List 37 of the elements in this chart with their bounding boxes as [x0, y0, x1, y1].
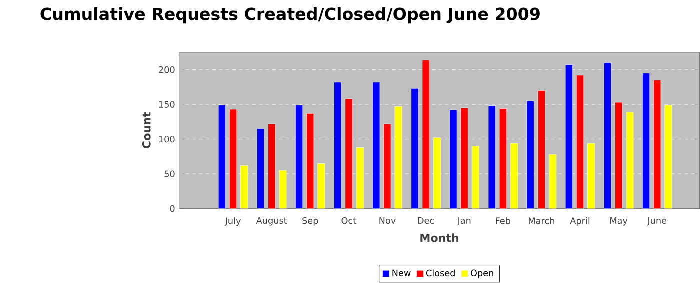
x-tick-label: June — [647, 218, 667, 226]
legend-label: New — [392, 270, 411, 277]
bar — [626, 112, 634, 209]
y-axis-title: Count — [142, 112, 151, 149]
bar — [460, 108, 468, 209]
y-tick-label: 150 — [159, 101, 175, 108]
x-tick-label: Jan — [457, 218, 471, 226]
x-tick-label: August — [256, 218, 288, 226]
bar — [394, 106, 402, 209]
y-tick-label: 50 — [164, 170, 175, 178]
bar — [422, 60, 430, 209]
x-tick-label: Dec — [418, 218, 434, 224]
x-tick-label: July — [224, 218, 241, 226]
bar — [538, 90, 546, 209]
x-tick-label: May — [610, 218, 628, 226]
bar — [345, 98, 353, 209]
x-tick-label: Oct — [342, 218, 356, 224]
legend-label: Closed — [426, 270, 455, 277]
bar — [499, 108, 507, 209]
bar — [615, 102, 623, 209]
y-tick-label: 200 — [159, 66, 175, 74]
y-tick-label: 0 — [170, 206, 175, 212]
bar — [654, 80, 662, 209]
bar — [306, 114, 314, 209]
x-tick-label: Feb — [496, 218, 511, 224]
bar — [356, 148, 364, 209]
bar — [576, 75, 584, 209]
x-tick-label: March — [529, 218, 554, 224]
x-axis-title: Month — [420, 234, 459, 242]
x-tick-label: Sep — [302, 218, 318, 226]
x-tick-label: April — [570, 218, 590, 226]
x-tick-label: Nov — [380, 218, 396, 224]
bar — [384, 124, 392, 209]
bar — [664, 105, 672, 209]
legend-label: Open — [470, 270, 494, 278]
y-tick-label: 100 — [159, 136, 175, 143]
chart-title: Cumulative Requests Created/Closed/Open June 2009 — [40, 8, 540, 24]
